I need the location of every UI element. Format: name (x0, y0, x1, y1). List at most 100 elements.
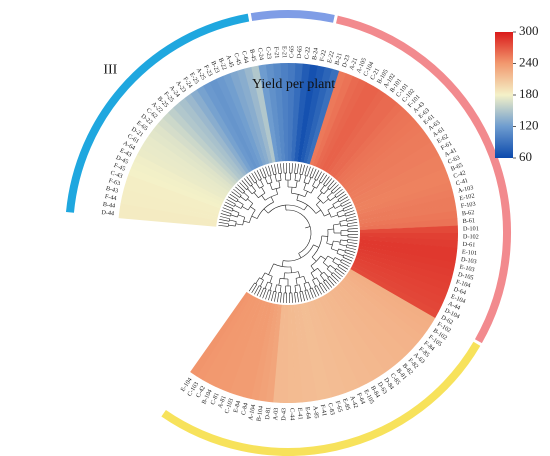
branch (313, 244, 319, 248)
heat-cell (318, 78, 367, 170)
branch (344, 210, 355, 214)
heat-cell (216, 75, 261, 168)
heat-cell (244, 66, 273, 164)
leaf-label: F-64 (355, 392, 366, 406)
branch (340, 239, 348, 242)
branch (339, 263, 348, 270)
heat-cell (321, 82, 374, 171)
branch (320, 185, 325, 192)
heat-cell (272, 304, 285, 403)
branch (251, 185, 256, 192)
branch (228, 196, 237, 203)
branch (320, 190, 325, 195)
branch (343, 207, 354, 212)
colorbar-tick-label: 240 (519, 54, 539, 69)
branch (332, 186, 341, 194)
heat-cell (202, 295, 255, 384)
group-label: III (103, 62, 117, 77)
heat-cell (196, 293, 252, 381)
branch (240, 204, 244, 209)
heat-cell (178, 97, 245, 178)
branch (275, 188, 278, 195)
branch (268, 263, 274, 275)
heat-cell (312, 299, 354, 393)
branch (281, 260, 284, 267)
heat-cell (119, 203, 218, 224)
branch (334, 268, 337, 271)
leaf-label: E-22 (326, 50, 336, 63)
branch (278, 278, 281, 286)
branch (326, 192, 333, 198)
branch (334, 205, 342, 209)
leaf-label: D-43 (280, 408, 287, 421)
branch (316, 182, 321, 189)
colorbar-ticks: 300 240 180 120 60 (513, 23, 539, 164)
leaf-label: E-21 (280, 46, 287, 58)
branch (318, 173, 325, 182)
heat-cell (273, 63, 286, 162)
heat-cell (229, 70, 267, 166)
heat-cell (190, 89, 250, 175)
branch (223, 204, 234, 210)
branch (337, 266, 347, 273)
branch (333, 240, 341, 243)
branch (321, 174, 328, 184)
branch (276, 284, 282, 286)
branch (219, 216, 230, 220)
branch (299, 164, 302, 175)
branch (250, 184, 253, 187)
branch (304, 175, 308, 177)
branch (251, 284, 258, 293)
heat-cell (258, 64, 279, 163)
branch (334, 195, 337, 198)
heat-cell (300, 303, 325, 401)
heat-cell (315, 298, 360, 391)
heat-cell (157, 117, 236, 187)
branch (235, 186, 244, 194)
branch (347, 236, 358, 238)
heat-cell (315, 75, 361, 168)
leaf-labels: D-44B-44F-44B-43F-63C-43F-45D-45E-43A-64… (101, 45, 479, 421)
leaf-label: D-23 (341, 54, 352, 68)
heat-cell (303, 302, 332, 400)
heat-cell (359, 233, 459, 241)
branch (259, 287, 265, 298)
leaf-label: B-21 (334, 52, 344, 66)
branch (269, 175, 273, 183)
leaf-label: C-23 (264, 46, 272, 59)
branch (246, 187, 249, 190)
heat-cell (358, 242, 457, 263)
branch (331, 214, 338, 218)
branch (323, 188, 329, 195)
branch (304, 290, 308, 301)
branch (325, 279, 333, 288)
branch (334, 188, 343, 196)
branch (327, 276, 330, 279)
branch (323, 176, 330, 185)
branch (277, 292, 280, 303)
heat-cell (209, 296, 258, 388)
heat-cell (140, 141, 228, 197)
heat-cell (338, 112, 414, 185)
heat-cell (173, 102, 242, 180)
heat-cell (128, 167, 222, 209)
branch (264, 281, 268, 289)
leaf-label: F-65 (334, 400, 344, 413)
branch (240, 196, 247, 201)
heat-cell (348, 269, 436, 325)
branch (260, 179, 264, 187)
branch (259, 277, 264, 281)
branch (323, 271, 329, 278)
leaf-label: B-62 (462, 209, 475, 217)
heatmap-ring (118, 63, 459, 403)
branch (311, 287, 317, 298)
branch (228, 224, 236, 227)
branch (304, 165, 308, 176)
branch (285, 209, 312, 254)
branch (347, 241, 358, 244)
branch (330, 240, 334, 249)
heat-cell (309, 300, 347, 396)
branch (283, 163, 285, 174)
leaf-label: C-83 (326, 402, 336, 416)
heat-cell (291, 63, 304, 162)
